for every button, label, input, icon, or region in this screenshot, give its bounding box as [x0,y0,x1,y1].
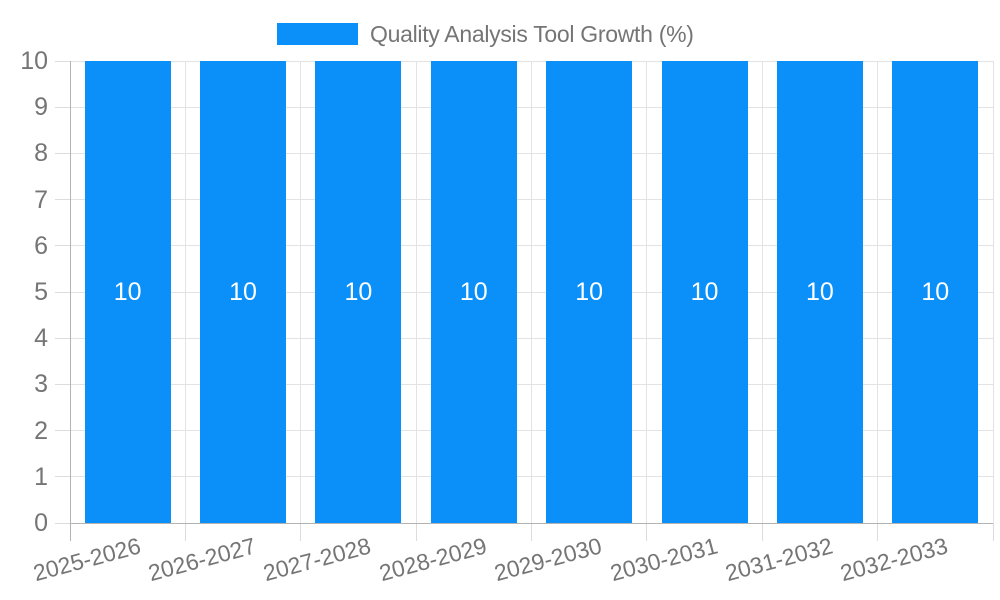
y-axis-tick [55,60,70,62]
y-axis-tick [55,245,70,247]
x-axis-tick [646,523,648,541]
gridline-vertical [992,61,994,523]
bar[interactable] [200,61,287,523]
y-axis-tick [55,291,70,293]
x-axis-tick [992,523,994,541]
bar-value-label: 10 [229,278,257,306]
y-axis-line [69,61,71,541]
y-axis-label: 3 [34,370,48,399]
y-axis-tick [55,199,70,201]
y-axis-tick [55,337,70,339]
y-axis-label: 6 [34,231,48,260]
bar[interactable] [546,61,633,523]
legend-swatch [277,23,358,45]
x-axis-label: 2029-2030 [491,532,605,587]
bar-value-label: 10 [113,278,142,306]
x-axis-label: 2030-2031 [606,532,720,587]
y-axis-label: 4 [34,324,48,353]
bar-value-label: 10 [921,278,950,306]
x-axis-tick [761,523,763,541]
y-axis-label: 7 [34,185,48,214]
y-axis-tick [55,522,70,524]
x-axis-label: 2031-2032 [722,532,836,587]
x-axis-label: 2028-2029 [376,532,490,587]
y-axis-tick [55,152,70,154]
bar-value-label: 10 [690,278,719,306]
y-axis-tick [55,106,70,108]
gridline-vertical [877,61,879,523]
x-axis-label: 2032-2033 [837,532,951,587]
y-axis-label: 10 [20,47,48,75]
x-axis-tick [300,523,302,541]
bar[interactable] [84,61,171,523]
y-axis-label: 8 [34,139,48,168]
gridline-vertical [184,61,186,523]
legend-label: Quality Analysis Tool Growth (%) [370,20,694,47]
x-axis-tick [531,523,532,541]
bar-value-label: 10 [459,278,488,306]
y-axis-tick [55,430,70,432]
y-axis-tick [55,476,70,478]
y-axis-label: 1 [34,462,48,491]
y-axis-label: 5 [34,278,48,306]
x-axis-label: 2027-2028 [260,532,374,587]
y-axis-label: 2 [34,416,48,445]
bar[interactable] [892,61,979,523]
bar-value-label: 10 [344,278,373,306]
x-axis-label: 2025-2026 [30,532,144,587]
x-axis-tick [184,523,186,541]
bar[interactable] [776,61,863,523]
bar[interactable] [430,61,517,523]
gridline-vertical [531,61,532,523]
x-axis-line [70,522,993,524]
gridline-vertical [415,61,417,523]
gridline-vertical [761,61,763,523]
bar[interactable] [661,61,748,523]
bar-value-label: 10 [575,278,604,306]
y-axis-tick [55,383,70,385]
x-axis-label: 2026-2027 [145,532,259,587]
x-axis-tick [877,523,879,541]
bar[interactable] [315,61,402,523]
bar-value-label: 10 [806,278,834,306]
x-axis-tick [415,523,417,541]
gridline-vertical [646,61,648,523]
chart-legend[interactable]: Quality Analysis Tool Growth (%) [277,20,694,48]
gridline-vertical [300,61,302,523]
y-axis-label: 9 [34,93,48,122]
y-axis-label: 0 [34,509,48,537]
